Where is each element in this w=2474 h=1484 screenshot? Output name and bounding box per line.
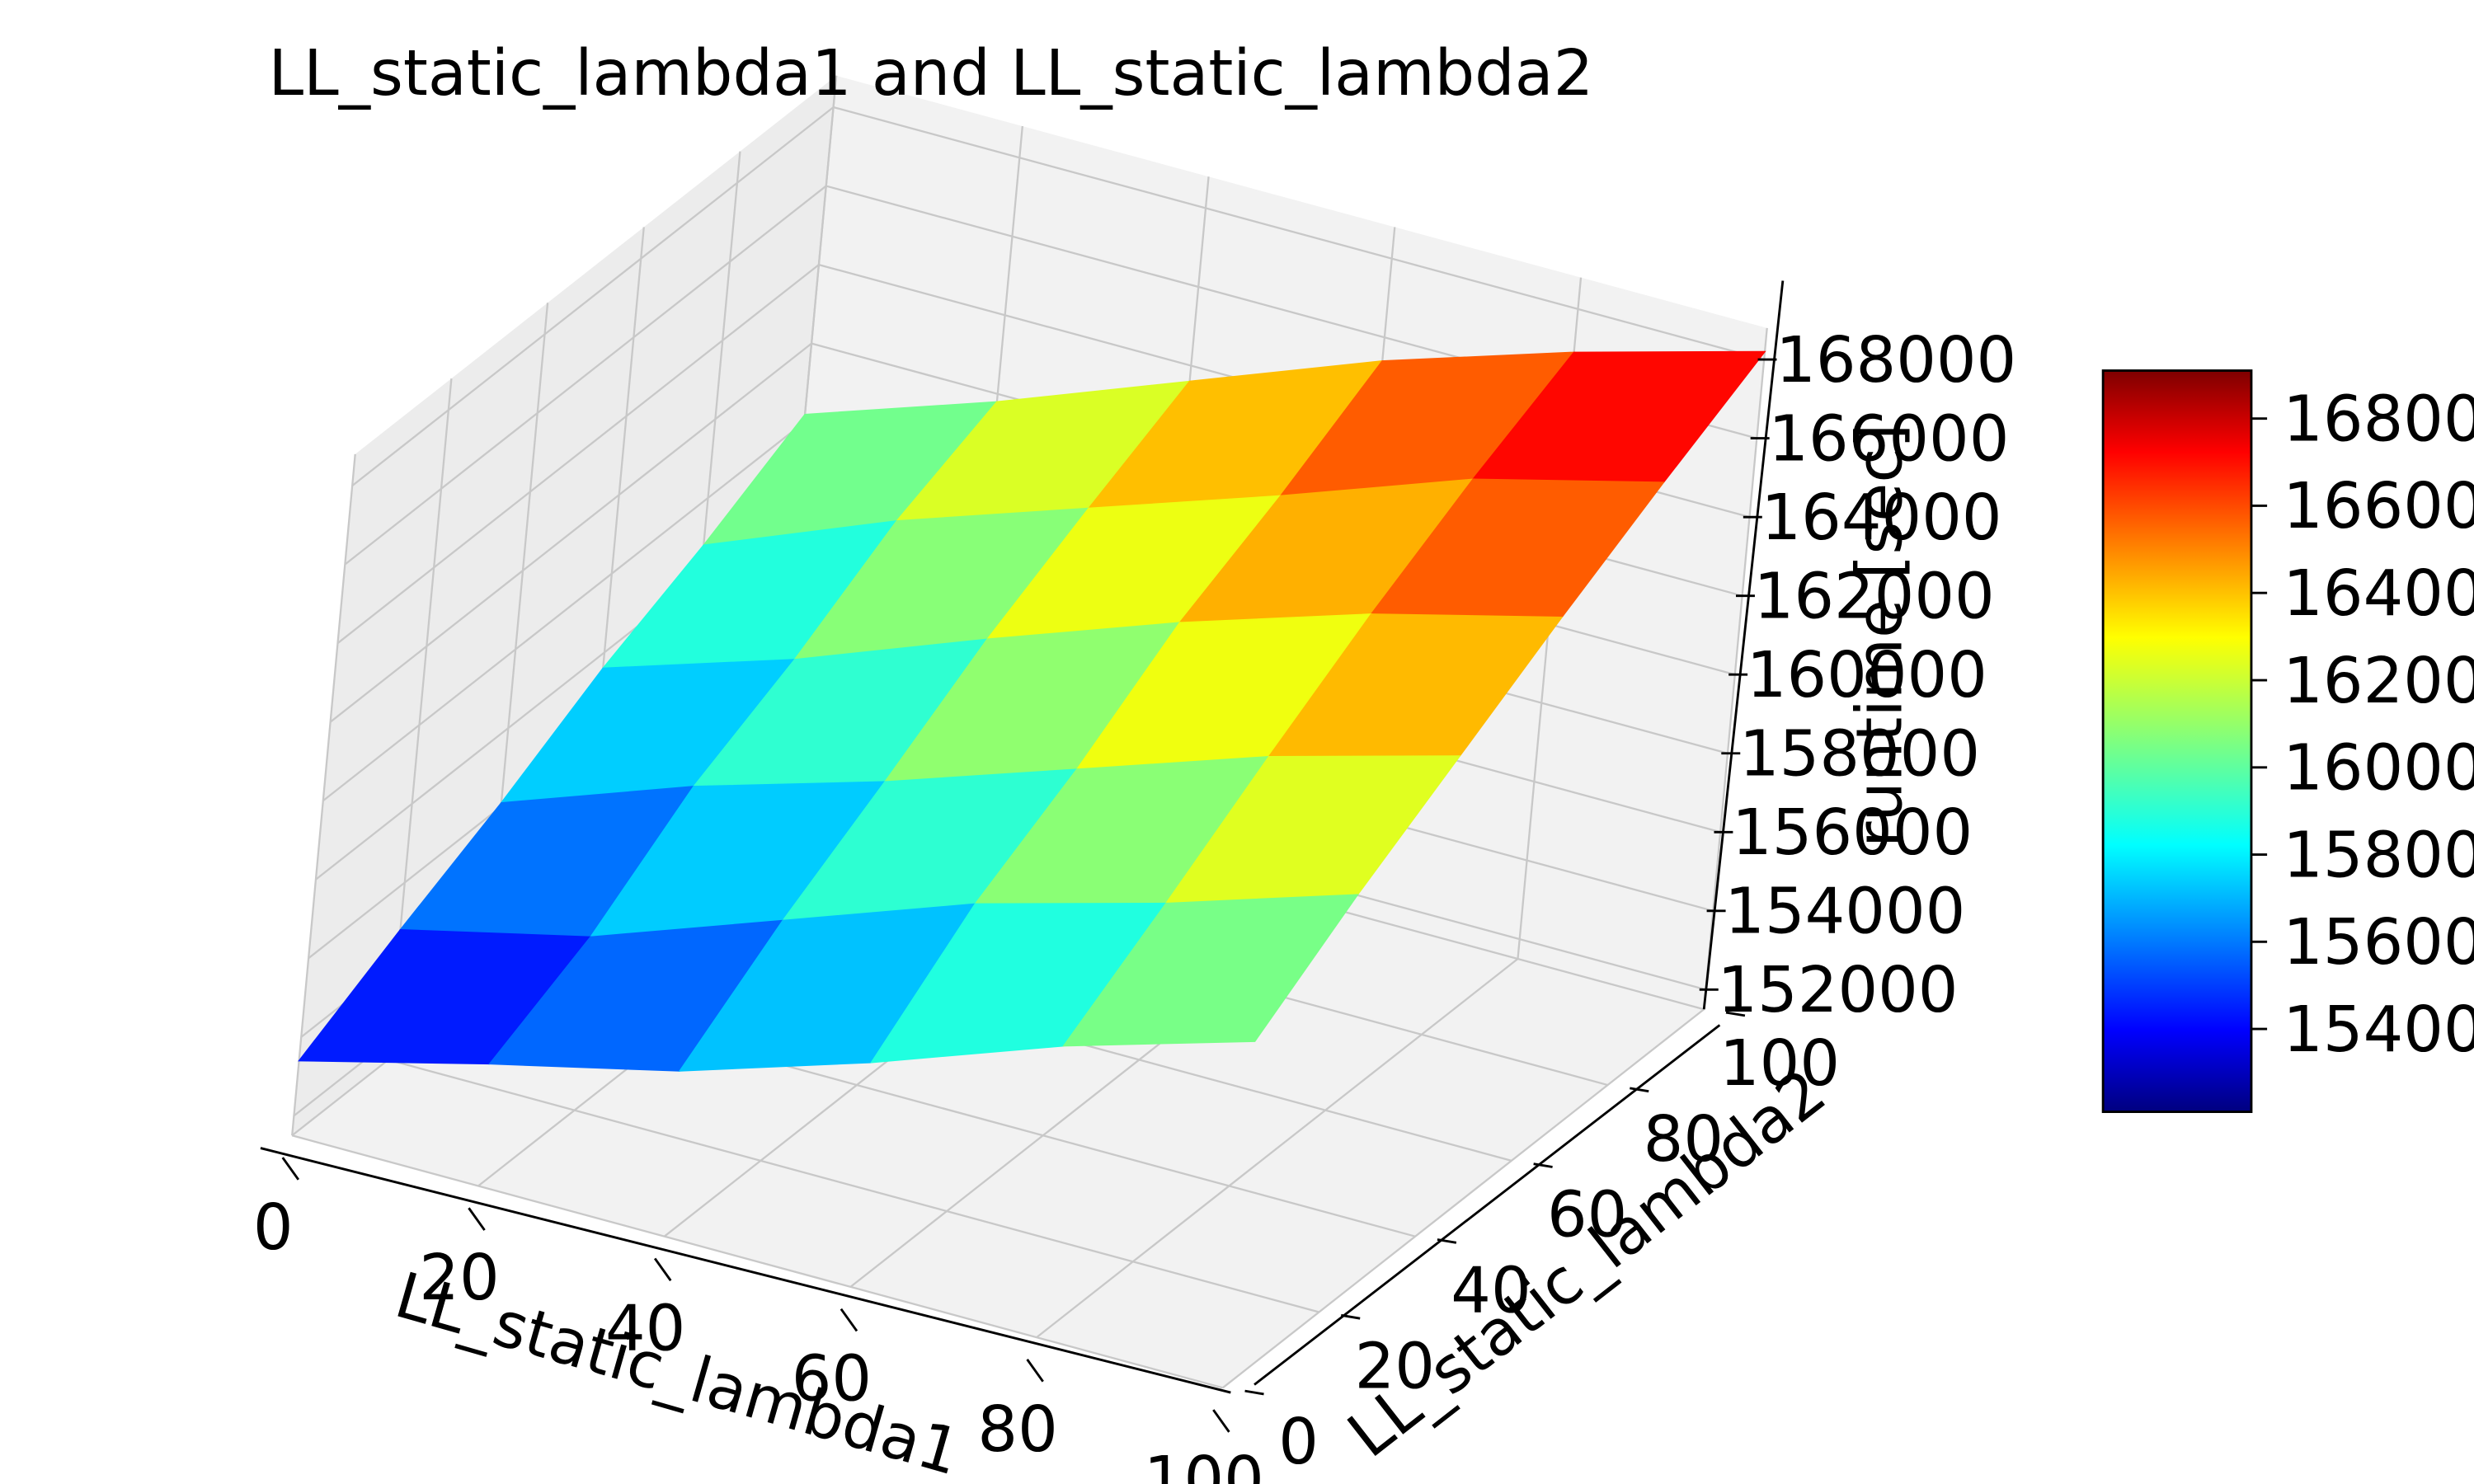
x-tick-label: 60 [792, 1343, 872, 1416]
x-tick [281, 1157, 300, 1181]
grid-line [833, 106, 1765, 361]
colorbar-tick-label: 156000 [2283, 906, 2474, 979]
y-tick-label: 60 [1547, 1179, 1627, 1252]
y-tick [1244, 1389, 1264, 1396]
colorbar-tick-label: 164000 [2283, 557, 2474, 631]
z-tick-label: 164000 [1761, 481, 2002, 555]
surface-patch [1062, 894, 1359, 1047]
z-tick-label: 168000 [1776, 324, 2016, 397]
x-tick-label: 80 [977, 1393, 1057, 1467]
colorbar-tick-label: 160000 [2283, 732, 2474, 805]
z-tick-label: 160000 [1747, 639, 1987, 712]
x-axis [260, 1147, 1231, 1394]
y-tick [1630, 1087, 1649, 1093]
colorbar-tick-label: 166000 [2283, 470, 2474, 543]
z-axis-label: runtime [sec] [1843, 424, 1917, 848]
x-tick-label: 40 [605, 1292, 685, 1365]
chart-title: LL_static_lambda1 and LL_static_lambda2 [269, 37, 1594, 110]
z-tick-label: 162000 [1754, 560, 1995, 633]
colorbar-tick-label: 158000 [2283, 819, 2474, 892]
x-tick [1212, 1409, 1230, 1433]
x-tick-label: 100 [1144, 1444, 1264, 1484]
y-tick-label: 40 [1451, 1254, 1531, 1327]
z-tick-label: 152000 [1717, 954, 1958, 1027]
y-tick-label: 100 [1719, 1027, 1840, 1101]
grid-line [336, 264, 820, 645]
x-tick-label: 20 [419, 1242, 499, 1315]
grid-line [291, 1134, 1224, 1389]
grid-line [351, 106, 835, 487]
x-tick [840, 1308, 858, 1332]
colorbar-tick-label: 162000 [2283, 645, 2474, 718]
x-tick [653, 1257, 672, 1282]
colorbar-tick-label: 168000 [2283, 383, 2474, 456]
grid-line [322, 421, 805, 802]
x-tick [1026, 1359, 1044, 1383]
grid-line [1703, 327, 1768, 1010]
y-tick-label: 80 [1644, 1103, 1724, 1176]
x-tick [468, 1207, 486, 1231]
x-tick-label: 0 [253, 1191, 294, 1265]
grid-line [1222, 1008, 1705, 1389]
colorbar-tick-label: 154000 [2283, 993, 2474, 1067]
z-tick-label: 166000 [1768, 402, 2009, 476]
surface [298, 350, 1766, 1072]
z-tick-label: 154000 [1724, 876, 1965, 949]
y-axis [1253, 1024, 1721, 1386]
grid-line [329, 342, 812, 723]
z-axis [1702, 280, 1785, 1010]
colorbar [2101, 369, 2253, 1113]
y-tick [1533, 1162, 1553, 1168]
z-tick-label: 156000 [1732, 796, 1973, 870]
y-tick-label: 20 [1355, 1330, 1435, 1403]
z-tick-label: 158000 [1739, 718, 1980, 791]
axes: 0204060801000204060801001520001540001560… [253, 280, 2016, 1484]
left-pane [292, 75, 837, 1136]
grid-line [1036, 958, 1519, 1339]
y-tick [1725, 1011, 1746, 1017]
grid-line [291, 453, 356, 1136]
y-tick-label: 0 [1278, 1406, 1319, 1479]
grid-line [388, 1059, 1319, 1313]
grid-line [344, 185, 827, 566]
